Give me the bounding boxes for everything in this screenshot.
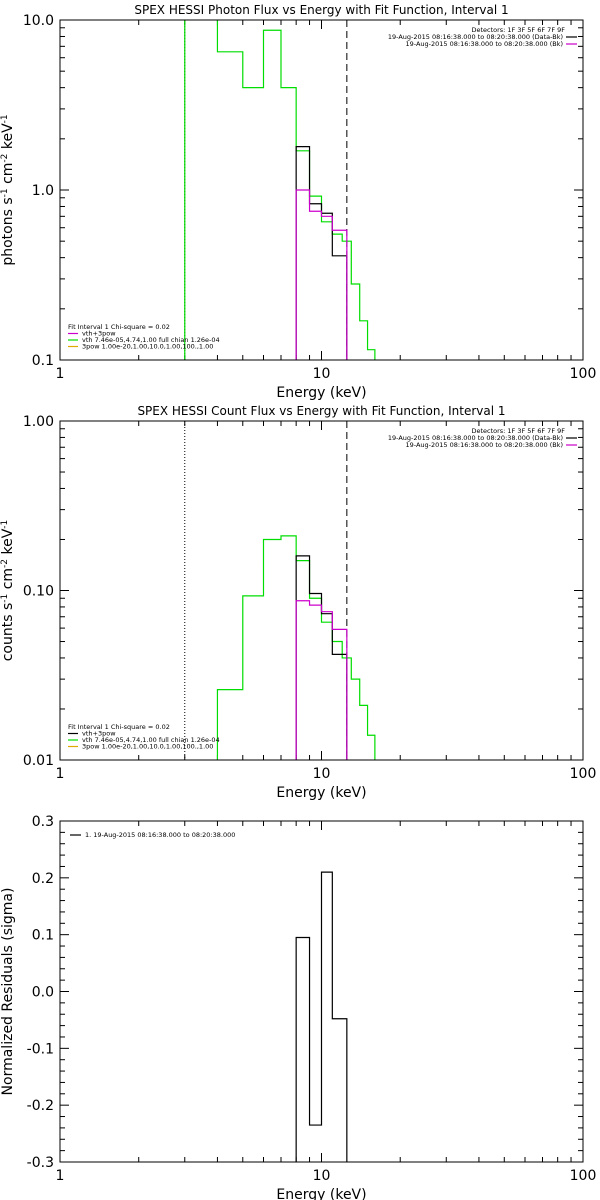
series-data-bk-line (295, 146, 348, 360)
y-tick-label: -0.3 (27, 1155, 54, 1171)
x-tick-label: 100 (570, 1168, 597, 1184)
legend-fit-header: Fit Interval 1 Chi-square = 0.02 (68, 323, 170, 331)
x-axis-label: Energy (keV) (276, 1187, 366, 1200)
x-axis-label: Energy (keV) (276, 785, 366, 801)
y-tick-label: 0.0 (32, 985, 54, 1001)
x-tick-label: 100 (570, 366, 597, 382)
x-tick-label: 1 (56, 1168, 65, 1184)
legend-entry-text: vth 7.46e-05,4.74,1.00 full chian 1.26e-… (82, 736, 220, 744)
legend-entry-text: vth+3pow (82, 330, 116, 338)
series-1-19-aug-2015-08-16-38-000-to-08-20-38-000-line (295, 871, 348, 1162)
panel-photon: SPEX HESSI Photon Flux vs Energy with Fi… (0, 3, 597, 401)
chart-title: SPEX HESSI Count Flux vs Energy with Fit… (137, 404, 505, 418)
legend-entry-text: 1. 19-Aug-2015 08:16:38.000 to 08:20:38.… (85, 831, 235, 839)
plot-frame (59, 420, 584, 761)
series-bk-line (295, 600, 348, 760)
y-tick-label: -0.1 (27, 1041, 54, 1057)
y-tick-label: 0.01 (23, 753, 54, 769)
series-vth-3pow-line (184, 20, 376, 360)
x-tick-label: 1 (56, 766, 65, 782)
legend-detectors: Detectors: 1F 3F 5F 6F 7F 9F (471, 427, 565, 435)
y-tick-label: 1.00 (23, 414, 54, 430)
x-tick-label: 10 (313, 1168, 331, 1184)
y-axis-label: photons s-1 cm-2 keV-1 (0, 114, 16, 265)
y-axis-label: Normalized Residuals (sigma) (0, 888, 16, 1096)
legend-entry-text: 19-Aug-2015 08:16:38.000 to 08:20:38.000… (406, 441, 563, 449)
legend-entry-text: 3pow 1.00e-20,1.00,10.0,1.00,100.,1.00 (82, 743, 213, 751)
legend-entry-text: vth+3pow (82, 730, 116, 738)
y-axis-label: counts s-1 cm-2 keV-1 (0, 520, 16, 662)
panel-resid: 1 10 100 -0.3 -0.2 -0.1 0.0 0.1 0.2 0.3 Energy (ke… (0, 814, 596, 1200)
plot-frame (59, 820, 584, 1163)
y-tick-label: 0.1 (32, 928, 54, 944)
series-bk-line (295, 189, 348, 360)
series-vth-3pow-line (216, 535, 376, 760)
legend-fit-header: Fit Interval 1 Chi-square = 0.02 (68, 723, 170, 731)
legend-entry-text: 19-Aug-2015 08:16:38.000 to 08:20:38.000… (388, 33, 563, 41)
x-tick-label: 100 (570, 766, 597, 782)
legend-entry-text: vth 7.46e-05,4.74,1.00 full chian 1.26e-… (82, 336, 220, 344)
y-tick-label: 0.10 (23, 584, 54, 600)
x-tick-label: 10 (313, 366, 331, 382)
x-tick-label: 10 (313, 766, 331, 782)
x-tick-label: 1 (56, 366, 65, 382)
y-tick-label: 1.0 (32, 183, 54, 199)
series-data-bk-line (295, 555, 348, 760)
y-tick-label: 0.2 (32, 871, 54, 887)
legend-entry-text: 3pow 1.00e-20,1.00,10.0,1.00,100.,1.00 (82, 343, 213, 351)
chart-title: SPEX HESSI Photon Flux vs Energy with Fi… (134, 3, 508, 17)
y-tick-label: 0.1 (32, 353, 54, 369)
y-tick-label: -0.2 (27, 1098, 54, 1114)
plot-frame (59, 19, 584, 361)
x-axis-label: Energy (keV) (276, 385, 366, 401)
y-tick-label: 0.3 (32, 814, 54, 830)
panel-count: SPEX HESSI Count Flux vs Energy with Fit… (0, 404, 597, 801)
legend-detectors: Detectors: 1F 3F 5F 6F 7F 9F (471, 26, 565, 34)
y-tick-label: 10.0 (23, 13, 54, 29)
legend-entry-text: 19-Aug-2015 08:16:38.000 to 08:20:38.000… (406, 40, 563, 48)
legend-entry-text: 19-Aug-2015 08:16:38.000 to 08:20:38.000… (388, 434, 563, 442)
